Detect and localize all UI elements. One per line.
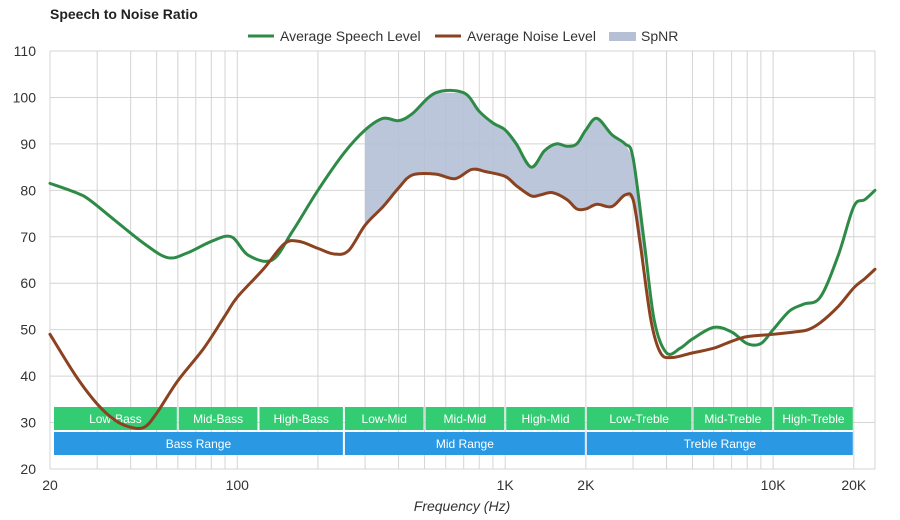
band-rect xyxy=(693,407,773,430)
x-tick-labels: 20 100 1K 2K 10K 20K xyxy=(42,477,867,493)
band-label: Mid Range xyxy=(436,437,494,451)
band-mid-bass: Mid-Bass xyxy=(178,407,258,430)
y-tick-label: 110 xyxy=(14,43,37,59)
spnr-fill-area xyxy=(365,92,645,272)
y-tick-label: 40 xyxy=(20,368,36,384)
band-label: Mid-Bass xyxy=(193,412,243,426)
legend-item: Average Speech Level xyxy=(248,28,421,44)
y-tick-label: 90 xyxy=(20,136,36,152)
series-line-average-speech-level xyxy=(48,88,877,356)
band-label: Mid-Treble xyxy=(704,412,761,426)
legend-label: Average Speech Level xyxy=(280,28,421,44)
series-lines xyxy=(48,88,877,431)
band-rect xyxy=(259,407,343,430)
y-tick-label: 70 xyxy=(20,229,36,245)
legend-label: SpNR xyxy=(641,28,678,44)
band-rect xyxy=(178,407,258,430)
band-label: High-Treble xyxy=(782,412,845,426)
y-tick-label: 80 xyxy=(20,182,36,198)
band-mid-mid: Mid-Mid xyxy=(425,407,505,430)
band-high-bass: High-Bass xyxy=(259,407,343,430)
band-rect xyxy=(586,407,692,430)
band-rect xyxy=(506,407,585,430)
legend-item: Average Noise Level xyxy=(435,28,596,44)
chart-title: Speech to Noise Ratio xyxy=(50,6,198,22)
y-tick-label: 50 xyxy=(20,322,36,338)
legend-box-swatch xyxy=(609,32,636,41)
x-tick-label: 10K xyxy=(761,477,787,493)
band-rect xyxy=(344,432,585,455)
band-label: Treble Range xyxy=(684,437,757,451)
band-label: Low-Treble xyxy=(609,412,669,426)
band-treble-range: Treble Range xyxy=(586,432,853,455)
x-tick-label: 2K xyxy=(577,477,595,493)
band-label: Mid-Mid xyxy=(444,412,487,426)
y-tick-labels: 20 30 40 50 60 70 80 90 100 110 xyxy=(13,43,37,477)
x-tick-label: 20 xyxy=(42,477,58,493)
band-low-treble: Low-Treble xyxy=(586,407,692,430)
band-rect xyxy=(54,432,343,455)
legend-label: Average Noise Level xyxy=(467,28,596,44)
band-mid-range: Mid Range xyxy=(344,432,585,455)
band-high-treble: High-Treble xyxy=(774,407,853,430)
grid xyxy=(49,50,876,470)
band-rect xyxy=(774,407,853,430)
y-tick-label: 20 xyxy=(20,461,36,477)
frequency-bands: Low-Bass Mid-Bass High-Bass Low-Mid Mid-Mid H… xyxy=(54,407,853,455)
legend: Average Speech Level Average Noise Level S… xyxy=(248,28,678,44)
band-rect xyxy=(344,407,424,430)
x-axis-title: Frequency (Hz) xyxy=(414,498,510,514)
legend-item: SpNR xyxy=(609,28,678,44)
series-line-average-noise-level xyxy=(48,167,877,431)
y-tick-label: 100 xyxy=(13,89,37,105)
band-label: High-Mid xyxy=(522,412,570,426)
x-tick-label: 1K xyxy=(497,477,515,493)
x-tick-label: 20K xyxy=(841,477,867,493)
band-rect xyxy=(425,407,505,430)
band-mid-treble: Mid-Treble xyxy=(693,407,773,430)
band-bass-range: Bass Range xyxy=(54,432,343,455)
band-rect xyxy=(586,432,853,455)
y-tick-label: 30 xyxy=(20,415,36,431)
band-high-mid: High-Mid xyxy=(506,407,585,430)
band-label: High-Bass xyxy=(274,412,329,426)
y-tick-label: 60 xyxy=(20,275,36,291)
band-label: Bass Range xyxy=(166,437,232,451)
spnr-fill-layer xyxy=(365,92,645,272)
band-label: Low-Mid xyxy=(362,412,407,426)
band-low-mid: Low-Mid xyxy=(344,407,424,430)
x-tick-label: 100 xyxy=(226,477,250,493)
